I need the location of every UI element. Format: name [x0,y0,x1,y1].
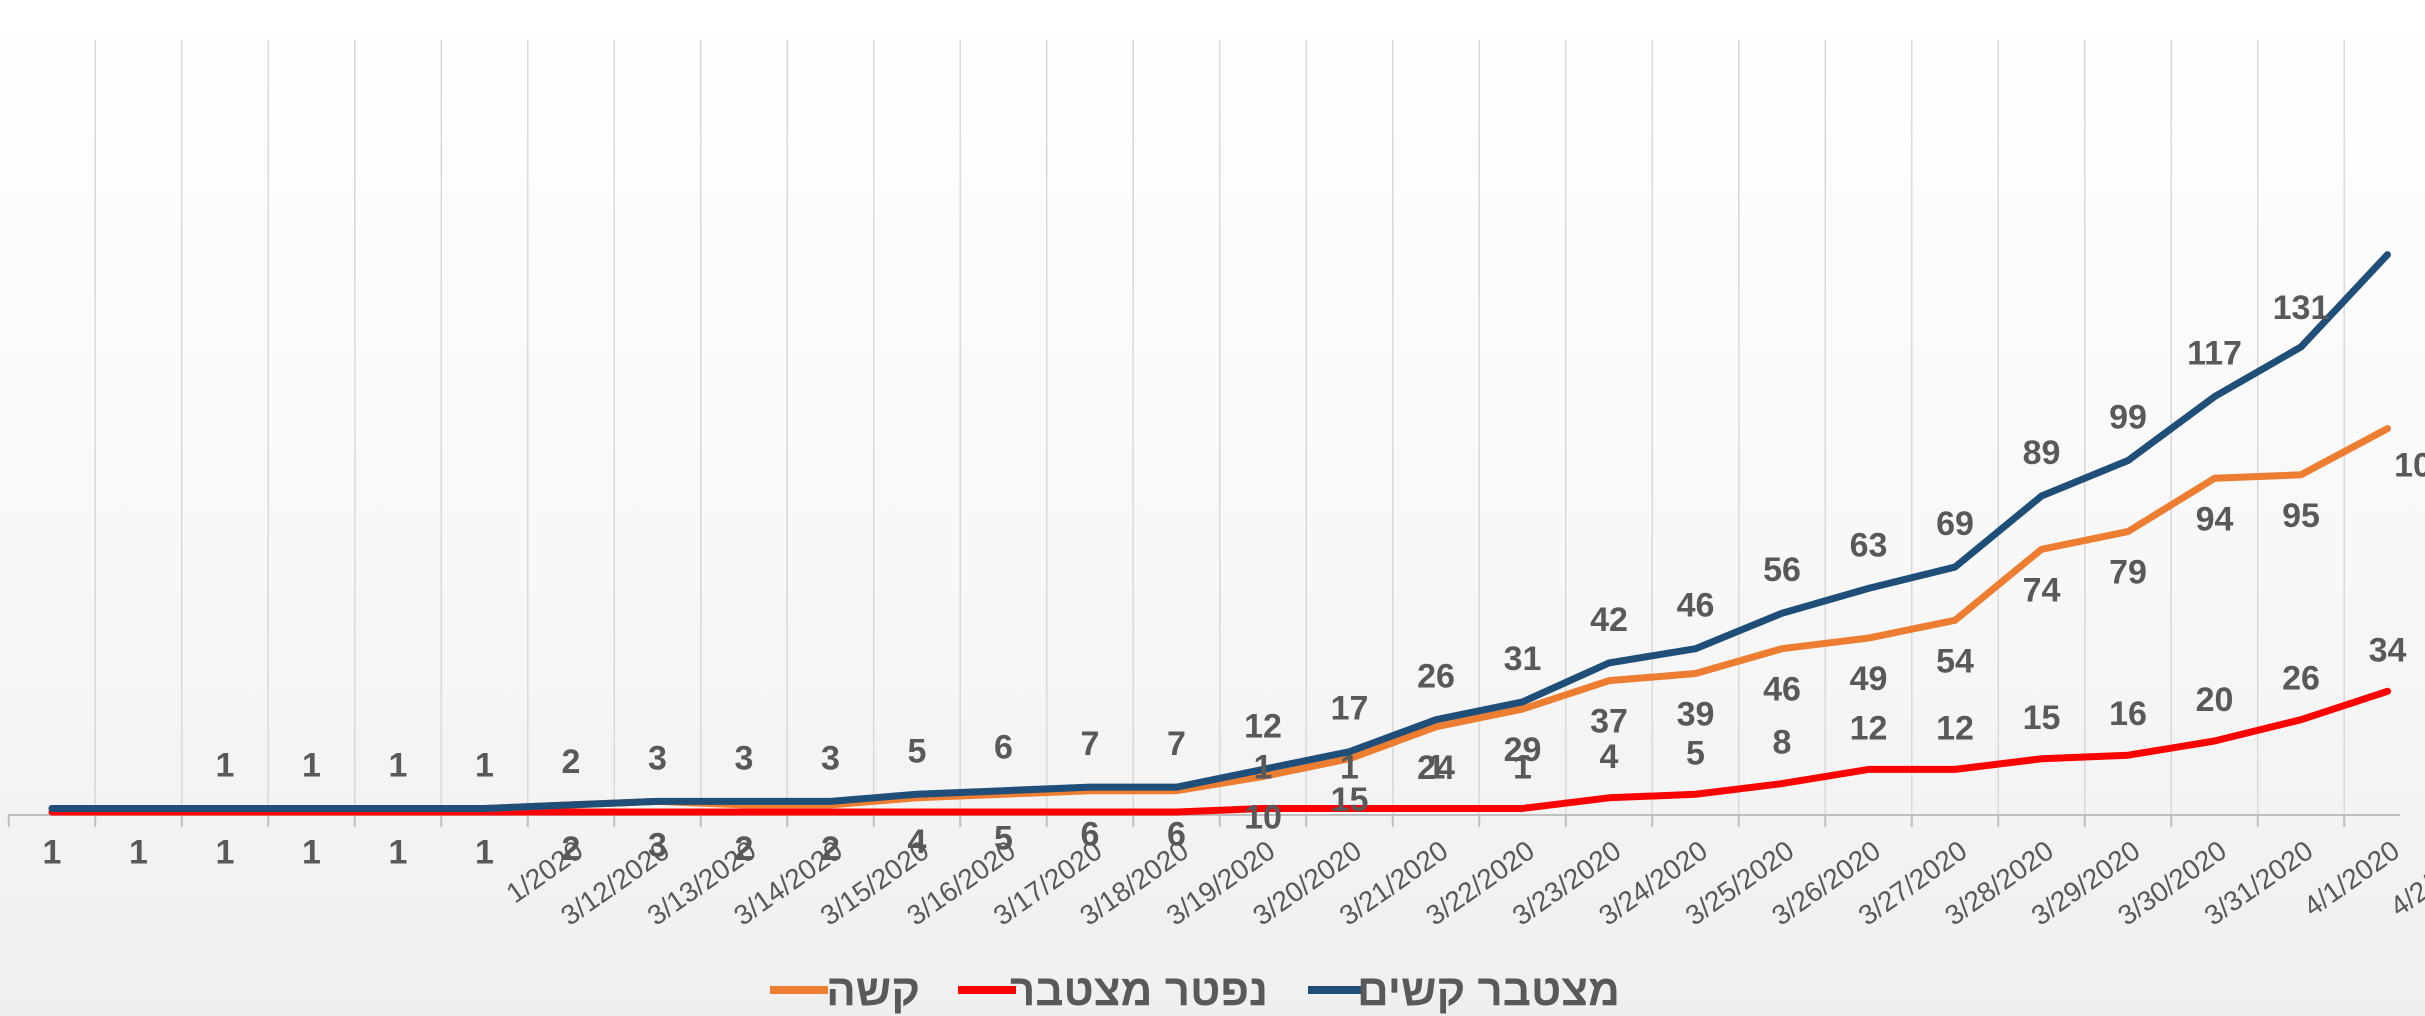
data-label: 16 [2109,695,2147,733]
data-label: 6 [994,729,1013,767]
data-label: 2 [562,830,581,868]
data-label: 26 [2282,660,2320,698]
vertical-gridlines [94,40,2345,815]
data-label: 46 [1763,671,1801,709]
data-label: 31 [1504,640,1542,678]
data-label: 1 [1340,748,1359,786]
data-label: 7 [1081,725,1100,763]
series-line-2 [48,687,2391,816]
data-label: 3 [735,739,754,777]
data-label: 1 [129,833,148,871]
data-label: 29 [1504,731,1542,769]
data-label: 1 [216,746,235,784]
data-label: 2 [821,830,840,868]
data-label: 46 [1677,587,1715,625]
data-label: 42 [1590,601,1628,639]
data-label: 108 [2394,447,2425,485]
data-label: 3 [821,739,840,777]
data-label: 69 [1936,505,1974,543]
data-label: 1 [216,833,235,871]
data-label: 37 [1590,703,1628,741]
data-label: 4 [908,823,927,861]
data-label: 12 [1850,709,1888,747]
data-label: 17 [1331,690,1369,728]
data-label: 3 [648,826,667,864]
data-label: 34 [2369,631,2407,669]
data-label: 63 [1850,526,1888,564]
series-line-0 [48,251,2391,812]
data-label: 1 [1513,748,1532,786]
x-tick-label: 4/1/2020 [2298,835,2405,923]
data-label: 74 [2023,571,2061,609]
data-label: 1 [389,746,408,784]
data-label: 1 [43,833,62,871]
data-label: 4 [1600,738,1619,776]
legend: קשה נפטר מצטבר מצטבר קשים [770,966,1620,1015]
data-label: 3 [648,739,667,777]
data-label: 49 [1850,660,1888,698]
data-label: 6 [1081,816,1100,854]
data-label: 95 [2282,497,2320,535]
data-label: 94 [2196,500,2234,538]
data-label: 117 [2187,335,2242,373]
data-label: 2 [562,743,581,781]
legend-label: נפטר מצטבר [1010,966,1268,1015]
data-label: 54 [1936,642,1974,680]
data-label: 1 [1427,748,1446,786]
data-label: 6 [1167,816,1186,854]
data-label: 5 [994,819,1013,857]
data-label: 99 [2109,399,2147,437]
data-label: 15 [2023,699,2061,737]
data-label: 1 [1254,748,1273,786]
data-label: 5 [1686,734,1705,772]
data-label: 1 [302,833,321,871]
data-label: 56 [1763,551,1801,589]
data-label: 24 [1417,749,1455,787]
data-label: 2 [735,830,754,868]
x-tick-labels: 1/20203/12/20203/13/20203/14/20203/15/20… [501,835,2425,932]
data-label: 12 [1936,709,1974,747]
data-label: 79 [2109,554,2147,592]
data-label: 1 [389,833,408,871]
data-label: 1 [475,833,494,871]
x-axis [7,814,2400,827]
data-label: 131 [2273,289,2330,327]
data-label: 8 [1773,724,1792,762]
data-label: 39 [1677,696,1715,734]
data-label: 26 [1417,658,1455,696]
data-label: 7 [1167,725,1186,763]
data-label: 5 [908,732,927,770]
data-label: 1 [302,746,321,784]
data-label: 10 [1244,799,1282,837]
data-label: 1 [475,746,494,784]
data-label: 12 [1244,707,1282,745]
legend-label: מצטבר קשים [1357,966,1620,1015]
legend-label: קשה [826,966,920,1015]
data-label: 15 [1331,781,1369,819]
series-lines [48,251,2391,816]
data-label: 89 [2023,434,2061,472]
data-label: 20 [2196,681,2234,719]
